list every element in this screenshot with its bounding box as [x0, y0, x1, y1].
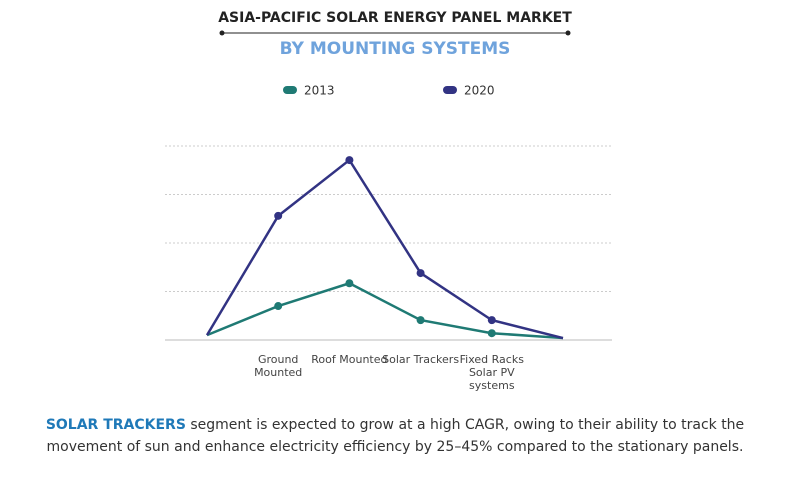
- rule-dot: [565, 30, 571, 36]
- legend-marker: [443, 86, 457, 94]
- legend-label: 2020: [464, 84, 495, 98]
- chart-title: ASIA-PACIFIC SOLAR ENERGY PANEL MARKET: [218, 10, 572, 26]
- legend-marker: [283, 86, 297, 94]
- footnote-highlight: SOLAR TRACKERS: [45, 417, 186, 433]
- point: [416, 316, 425, 325]
- footnote-text: segment is expected to grow at a high CA…: [46, 417, 745, 455]
- legend-label: 2013: [304, 84, 335, 98]
- footnote: SOLAR TRACKERS segment is expected to gr…: [20, 414, 770, 458]
- point: [487, 329, 496, 338]
- chart-subtitle: BY MOUNTING SYSTEMS: [280, 39, 511, 59]
- point: [345, 279, 354, 288]
- x-tick-label: Roof Mounted: [311, 353, 388, 366]
- x-tick-label: Solar Trackers: [382, 353, 460, 366]
- line: [205, 158, 564, 340]
- point: [274, 211, 283, 220]
- rule-dot: [219, 30, 225, 36]
- point: [274, 302, 283, 311]
- line: [206, 281, 564, 340]
- x-tick-label: Ground Mounted: [254, 353, 303, 379]
- point: [416, 269, 425, 278]
- point: [345, 156, 354, 165]
- x-tick-label: Fixed Racks Solar PV systems: [459, 353, 524, 392]
- point: [487, 316, 496, 325]
